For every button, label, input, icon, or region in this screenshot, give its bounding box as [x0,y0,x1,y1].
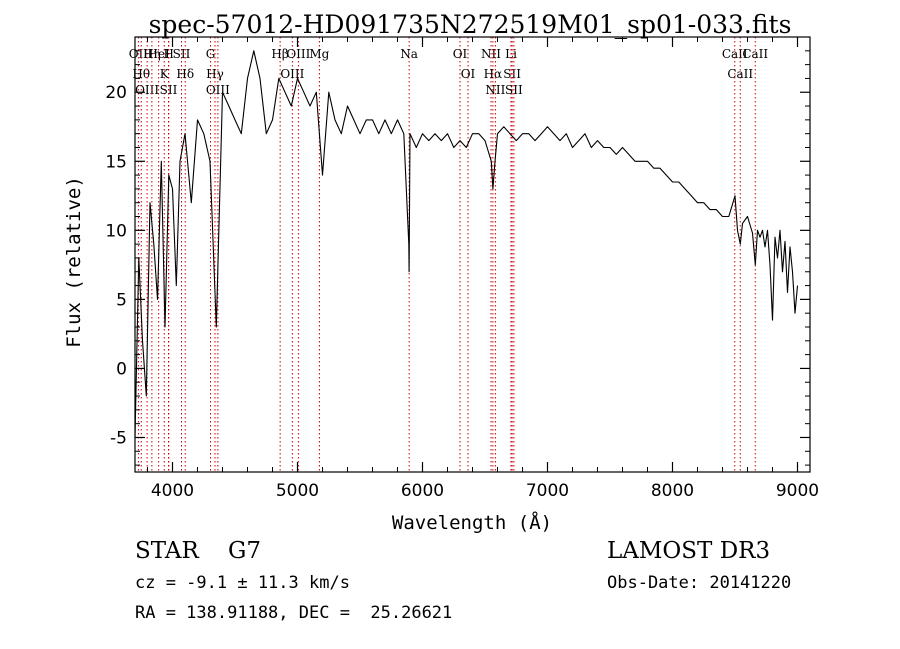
line-marker-label: NII [485,83,505,97]
redshift-velocity: cz = -9.1 ± 11.3 km/s [135,573,350,593]
line-marker-label: Hθ [132,67,150,81]
y-tick-label: 5 [116,290,127,310]
x-axis-label: Wavelength (Å) [392,511,552,534]
line-marker-label: OIII [135,83,159,97]
x-tick-label: 7000 [526,481,569,501]
line-marker-label: K [160,67,170,81]
line-marker-label: SII [173,47,191,61]
line-marker-label: Hγ [206,67,224,81]
survey-name: LAMOST DR3 [607,538,771,564]
y-tick-label: 15 [105,152,127,172]
x-tick-label: 4000 [151,481,194,501]
line-marker-label: OI [453,47,468,61]
line-marker-label: CaII [722,47,748,61]
line-marker-label: G [206,47,216,61]
coordinates: RA = 138.91188, DEC = 25.26621 [135,603,453,623]
line-marker-label: OII [129,47,149,61]
line-marker-label: NII [481,47,501,61]
line-marker-label: CaII [727,67,753,81]
spectrum-line [134,50,799,438]
line-marker-label: H [164,47,174,61]
line-marker-label: SII [505,83,523,97]
y-axis-ticks: -5 0 5 10 15 20 [105,50,810,466]
y-axis-label: Flux (relative) [63,176,85,348]
x-axis-ticks: 4000 5000 6000 7000 8000 9000 [147,37,819,501]
x-tick-label: 5000 [276,481,319,501]
x-tick-label: 6000 [401,481,444,501]
line-marker-label: Na [400,47,418,61]
line-marker-label: OIII [286,47,310,61]
object-class: STAR G7 [135,538,262,564]
y-tick-label: 10 [105,221,127,241]
line-marker-label: Hα [484,67,503,81]
line-markers: OIIHθOIIIHηHeIKSIIHSIIHδGHγOIIIHβOIIIOII… [129,37,768,472]
y-tick-label: -5 [110,428,127,448]
line-marker-label: OI [461,67,476,81]
x-tick-label: 8000 [651,481,694,501]
line-marker-label: Hη [143,47,161,61]
line-marker-label: Mg [309,47,329,61]
line-marker-label: OIII [206,83,230,97]
line-marker-label: OIII [280,67,304,81]
plot-frame [134,36,811,473]
line-marker-label: SII [503,67,521,81]
line-marker-label: CaII [742,47,768,61]
observation-date: Obs-Date: 20141220 [607,573,792,593]
y-tick-label: 0 [116,359,127,379]
line-marker-label: Hβ [271,47,288,61]
chart-title: spec-57012-HD091735N272519M01_sp01-033.f… [149,10,792,39]
line-marker-label: Li [505,47,517,61]
y-tick-label: 20 [105,83,127,103]
line-marker-label: Hδ [176,67,194,81]
x-tick-label: 9000 [776,481,819,501]
